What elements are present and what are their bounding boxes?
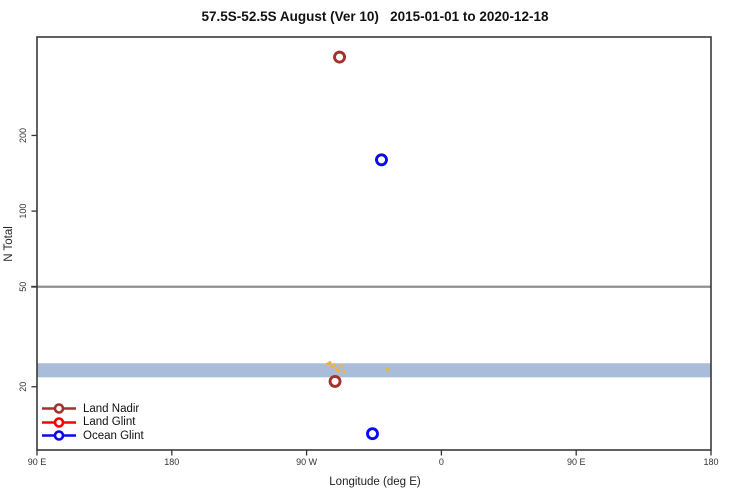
- legend: Land Nadir Land Glint Ocean Glint: [41, 402, 144, 443]
- legend-label: Land Glint: [83, 416, 136, 429]
- y-tick-label: 100: [18, 204, 28, 219]
- x-tick-label: 90 E: [28, 457, 47, 467]
- x-tick-label: 90 E: [567, 457, 586, 467]
- data-point-small: [337, 369, 341, 373]
- legend-label: Ocean Glint: [83, 429, 144, 442]
- chart-title: 57.5S-52.5S August (Ver 10) 2015-01-01 t…: [201, 9, 549, 24]
- ocean-glint-symbol-icon: [42, 430, 76, 442]
- x-tick-label: 180: [164, 457, 179, 467]
- data-point: [328, 374, 342, 388]
- data-point: [333, 50, 347, 64]
- y-axis-title: N Total: [3, 226, 15, 262]
- legend-label: Land Nadir: [83, 402, 140, 415]
- legend-item-land-glint: Land Glint: [41, 416, 144, 430]
- land-glint-symbol-icon: [42, 416, 76, 428]
- data-point-small: [342, 369, 346, 374]
- data-point-small: [339, 364, 343, 369]
- legend-item-land-nadir: Land Nadir: [41, 402, 144, 416]
- x-axis-title: Longitude (deg E): [329, 476, 421, 488]
- y-tick-label: 50: [18, 282, 28, 292]
- data-point-small: [332, 363, 337, 367]
- y-tick-label: 20: [18, 382, 28, 392]
- y-tick-label: 200: [18, 128, 28, 143]
- x-tick-label: 90 W: [296, 457, 318, 467]
- x-tick-label: 0: [439, 457, 444, 467]
- x-tick-label: 180: [703, 457, 718, 467]
- data-point-small: [328, 361, 332, 365]
- plot-border: [36, 36, 712, 451]
- band-rect: [37, 363, 711, 378]
- data-point: [375, 153, 388, 167]
- legend-item-ocean-glint: Ocean Glint: [41, 429, 144, 443]
- land-nadir-symbol-icon: [42, 403, 76, 415]
- data-point: [366, 427, 379, 441]
- data-point-small: [385, 367, 390, 372]
